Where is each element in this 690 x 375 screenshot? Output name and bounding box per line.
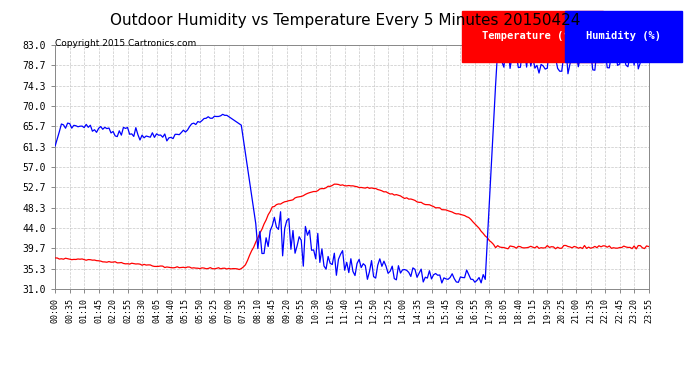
Text: Copyright 2015 Cartronics.com: Copyright 2015 Cartronics.com [55, 39, 197, 48]
Text: Temperature (°F): Temperature (°F) [482, 32, 582, 42]
Text: Outdoor Humidity vs Temperature Every 5 Minutes 20150424: Outdoor Humidity vs Temperature Every 5 … [110, 13, 580, 28]
Text: Humidity (%): Humidity (%) [586, 32, 661, 42]
